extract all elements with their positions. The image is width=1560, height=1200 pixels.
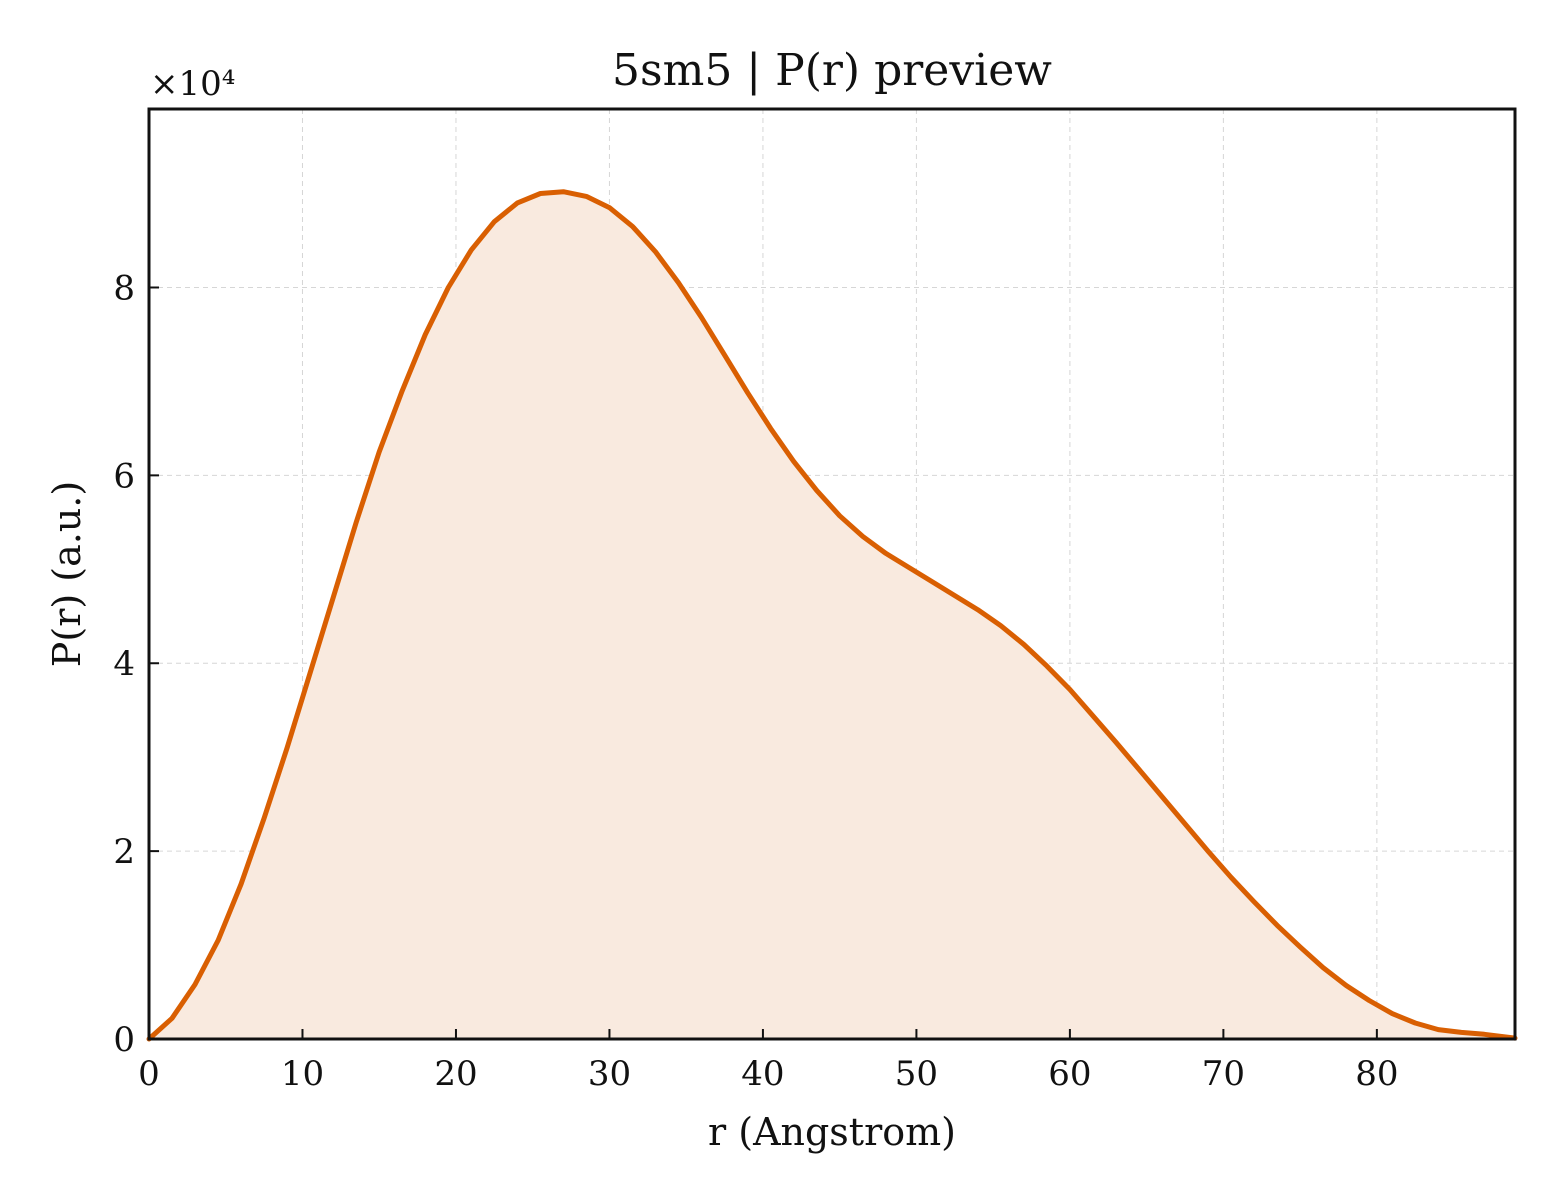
x-tick-label: 10 [281, 1054, 324, 1094]
y-axis-label: P(r) (a.u.) [45, 481, 89, 667]
y-tick-label: 8 [113, 268, 135, 308]
x-tick-label: 40 [741, 1054, 784, 1094]
x-tick-label: 80 [1355, 1054, 1398, 1094]
x-axis-label: r (Angstrom) [708, 1110, 956, 1154]
x-tick-label: 50 [895, 1054, 938, 1094]
axis-ticks: 0 10 20 30 40 50 60 70 80 0 2 4 6 8 [113, 268, 1398, 1094]
x-tick-label: 0 [138, 1054, 160, 1094]
y-multiplier-label: ×10⁴ [150, 64, 235, 104]
y-tick-label: 4 [113, 644, 135, 684]
plot-frame [147, 107, 1517, 1041]
pr-series-line [146, 189, 1518, 1042]
x-tick-label: 70 [1202, 1054, 1245, 1094]
x-tick-label: 30 [588, 1054, 631, 1094]
x-tick-label: 60 [1048, 1054, 1091, 1094]
y-tick-label: 2 [113, 832, 135, 872]
chart-title: 5sm5 | P(r) preview [612, 45, 1052, 96]
y-tick-label: 6 [113, 456, 135, 496]
y-tick-label: 0 [113, 1020, 135, 1060]
x-tick-label: 20 [434, 1054, 477, 1094]
pr-area-fill [149, 191, 1515, 1039]
